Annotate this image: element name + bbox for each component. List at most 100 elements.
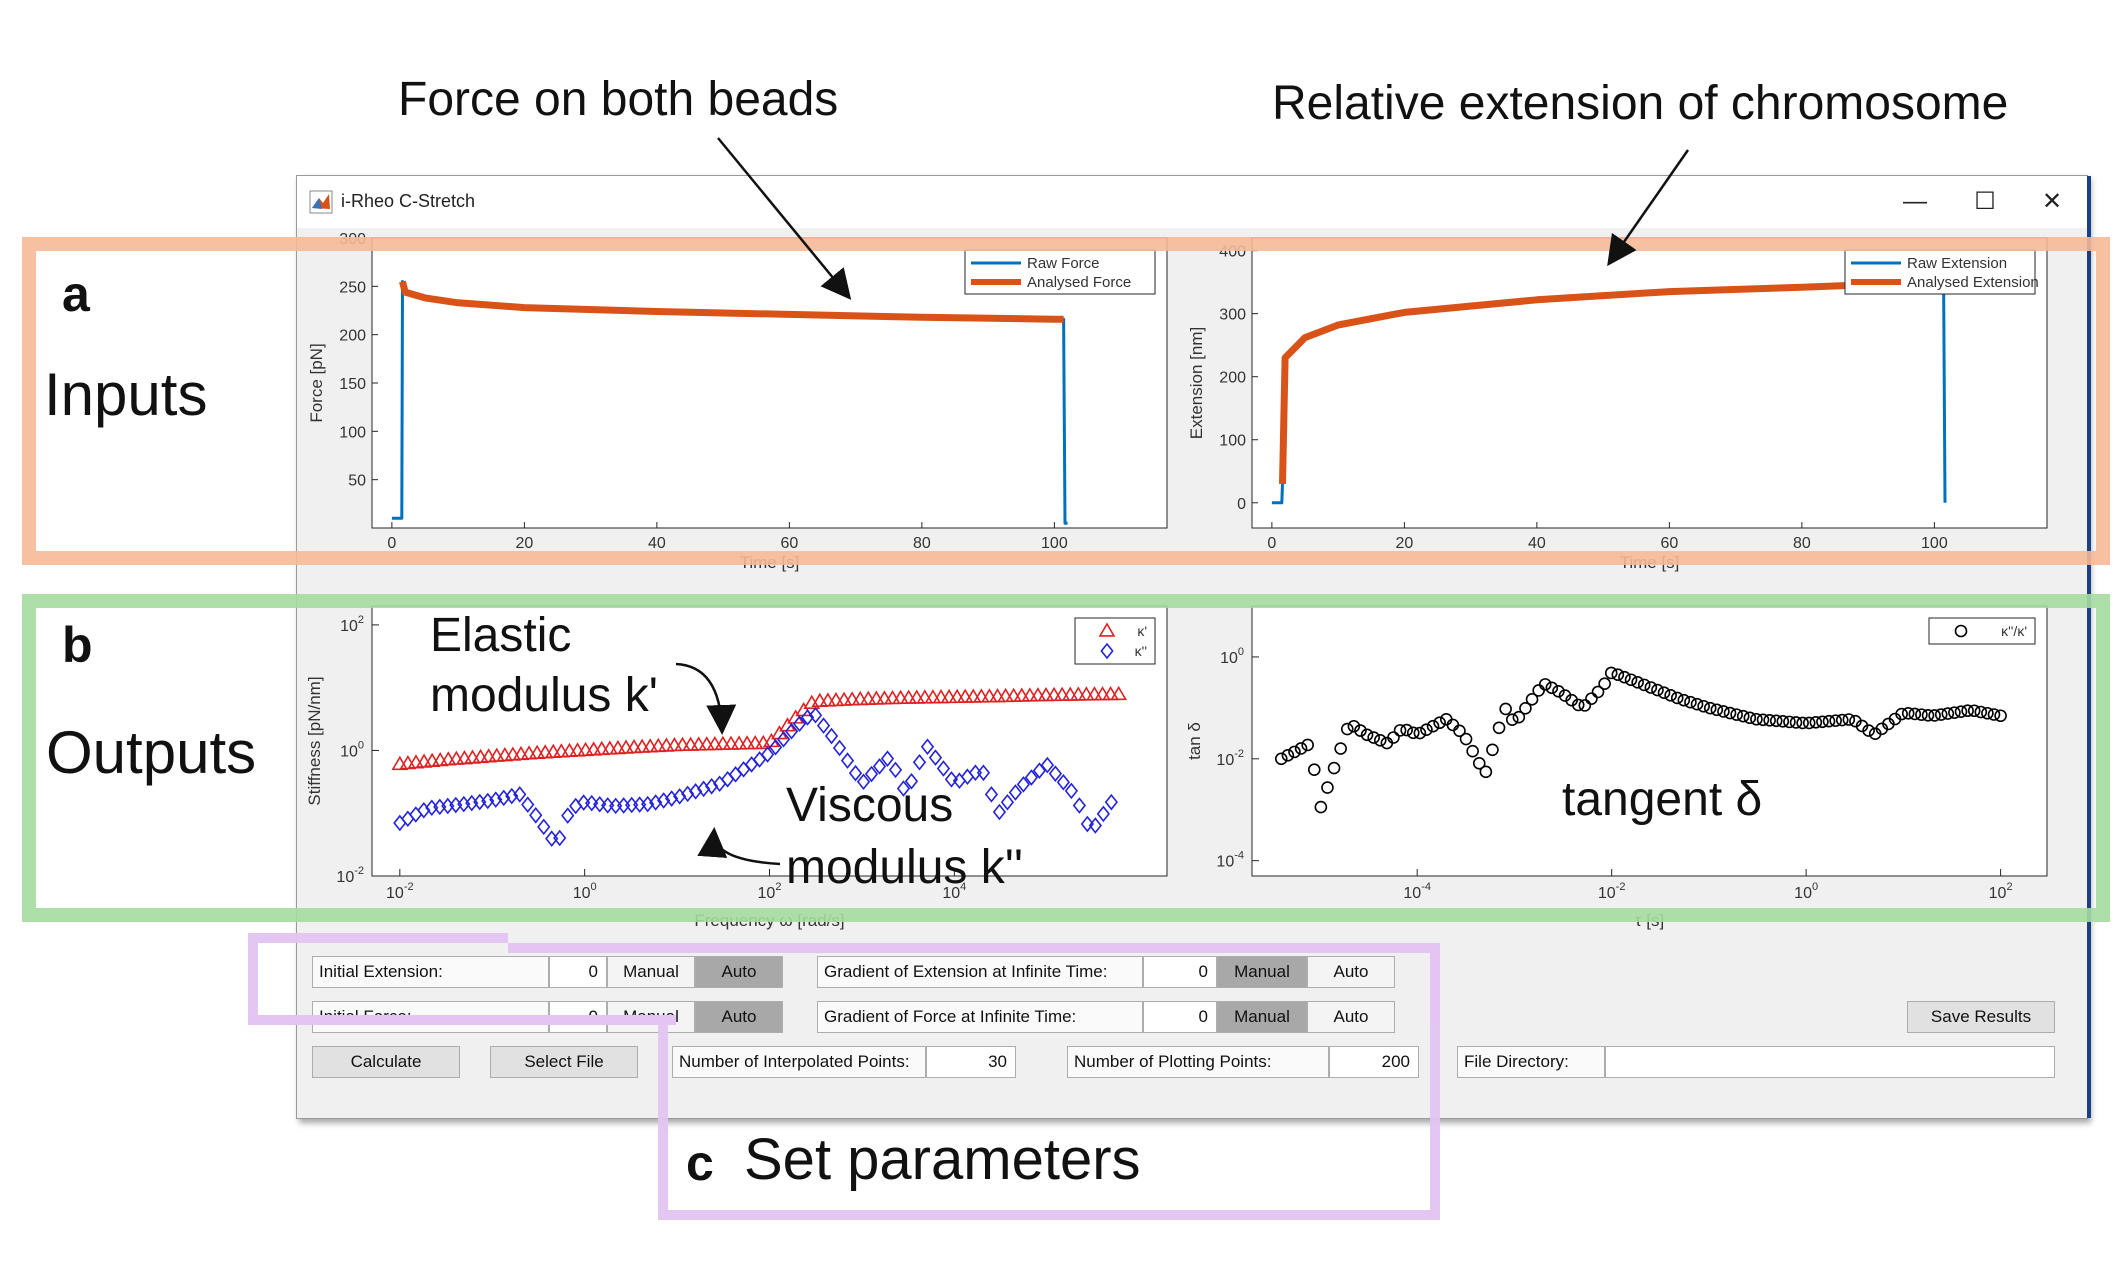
data-point <box>1061 686 1079 701</box>
data-point <box>746 735 764 750</box>
data-point <box>1505 713 1519 726</box>
y-tick-label: 250 <box>339 279 366 296</box>
data-point <box>859 690 877 705</box>
gradient-force-manual-button[interactable]: Manual <box>1217 1001 1307 1033</box>
y-axis-label: Extension [nm] <box>1187 327 1206 439</box>
tick-label: 100 <box>340 739 364 760</box>
data-point <box>1921 708 1935 722</box>
x-tick-label: 80 <box>1793 535 1811 552</box>
data-point <box>1552 684 1565 698</box>
data-point <box>1750 712 1763 726</box>
file-directory-input[interactable] <box>1605 1046 2055 1078</box>
data-point <box>1354 724 1367 737</box>
data-point <box>1274 752 1288 766</box>
gradient-force-input[interactable]: 0 <box>1143 1001 1217 1033</box>
data-point <box>513 786 527 803</box>
data-point <box>738 735 756 750</box>
data-point <box>1717 705 1730 718</box>
inputs-highlight-box <box>22 237 2110 565</box>
minimize-button[interactable]: — <box>1890 184 1940 220</box>
data-point <box>417 801 431 819</box>
plotting-points-input[interactable]: 200 <box>1329 1046 1419 1078</box>
data-point <box>992 803 1007 821</box>
data-point <box>912 753 927 771</box>
close-icon: ✕ <box>2041 188 2063 215</box>
initial-extension-manual-button[interactable]: Manual <box>607 956 695 988</box>
calculate-button[interactable]: Calculate <box>312 1046 460 1078</box>
maximize-button[interactable]: ☐ <box>1960 184 2010 220</box>
gradient-extension-manual-button[interactable]: Manual <box>1217 956 1307 988</box>
data-point <box>776 730 791 748</box>
data-point <box>1077 686 1095 701</box>
gradient-extension-auto-button[interactable]: Auto <box>1307 956 1395 988</box>
data-point <box>1974 705 1988 719</box>
y-tick-label: 150 <box>339 376 366 393</box>
data-point <box>864 765 879 783</box>
data-point <box>1479 765 1493 779</box>
data-point <box>1360 728 1374 742</box>
x-tick-label: 60 <box>780 535 798 552</box>
data-point <box>1743 711 1757 725</box>
data-point <box>1618 670 1631 684</box>
data-point <box>1948 706 1961 719</box>
data-point <box>1104 793 1118 811</box>
x-tick-label: 60 <box>1660 535 1678 552</box>
data-point <box>1064 782 1079 800</box>
data-point <box>1809 716 1823 729</box>
data-point <box>730 735 748 750</box>
data-point <box>1459 732 1473 746</box>
data-point <box>1466 744 1479 758</box>
interpolated-points-input[interactable]: 30 <box>926 1046 1016 1078</box>
data-point <box>1102 685 1119 701</box>
legend-box <box>964 249 1156 295</box>
y-tick-label: 100 <box>1219 433 1246 450</box>
params-highlight-box-bottom <box>658 1015 1440 1220</box>
data-point <box>1670 691 1684 705</box>
data-point <box>888 761 903 779</box>
x-tick-label: 100 <box>1041 535 1068 552</box>
file-directory-label: File Directory: <box>1457 1046 1605 1078</box>
y-tick-label: 300 <box>1219 307 1246 324</box>
data-point <box>706 735 724 751</box>
data-point <box>1677 693 1691 707</box>
data-point <box>1013 687 1031 702</box>
data-point <box>649 794 663 811</box>
tick-label: 102 <box>340 614 364 635</box>
data-point <box>1340 722 1354 736</box>
legend-box <box>1844 249 2036 295</box>
data-point <box>964 688 982 703</box>
data-point <box>1928 709 1941 722</box>
window-title: i-Rheo C-Stretch <box>341 191 476 211</box>
initial-extension-auto-button[interactable]: Auto <box>695 956 783 988</box>
data-point <box>1024 769 1039 786</box>
save-results-button[interactable]: Save Results <box>1907 1001 2055 1033</box>
data-point <box>681 785 695 803</box>
data-point <box>1802 716 1816 730</box>
gradient-extension-input[interactable]: 0 <box>1143 956 1217 988</box>
data-point <box>997 687 1014 703</box>
select-file-button[interactable]: Select File <box>490 1046 638 1078</box>
tangent-label: tangent δ <box>1562 773 1763 826</box>
data-point <box>1486 743 1499 757</box>
data-point <box>908 689 926 704</box>
data-point <box>1723 706 1737 720</box>
data-point <box>1591 685 1605 699</box>
x-tick-label: 40 <box>648 535 666 552</box>
data-point <box>1710 703 1724 717</box>
series-line-analysed <box>399 280 1064 323</box>
y-axis-label: tan δ <box>1185 722 1204 760</box>
data-point <box>760 746 775 763</box>
close-button[interactable]: ✕ <box>2027 184 2077 220</box>
data-point <box>1080 815 1094 833</box>
data-point <box>1895 707 1908 721</box>
initial-extension-input[interactable]: 0 <box>549 956 607 988</box>
data-point <box>1862 724 1875 737</box>
data-point <box>1373 733 1387 747</box>
data-point <box>1008 784 1023 801</box>
data-point <box>1021 687 1039 702</box>
gradient-force-auto-button[interactable]: Auto <box>1307 1001 1395 1033</box>
initial-force-auto-button[interactable]: Auto <box>695 1001 783 1033</box>
outputs-highlight-box <box>22 594 2110 922</box>
data-point <box>936 760 951 777</box>
x-tick-label: 20 <box>1395 535 1413 552</box>
